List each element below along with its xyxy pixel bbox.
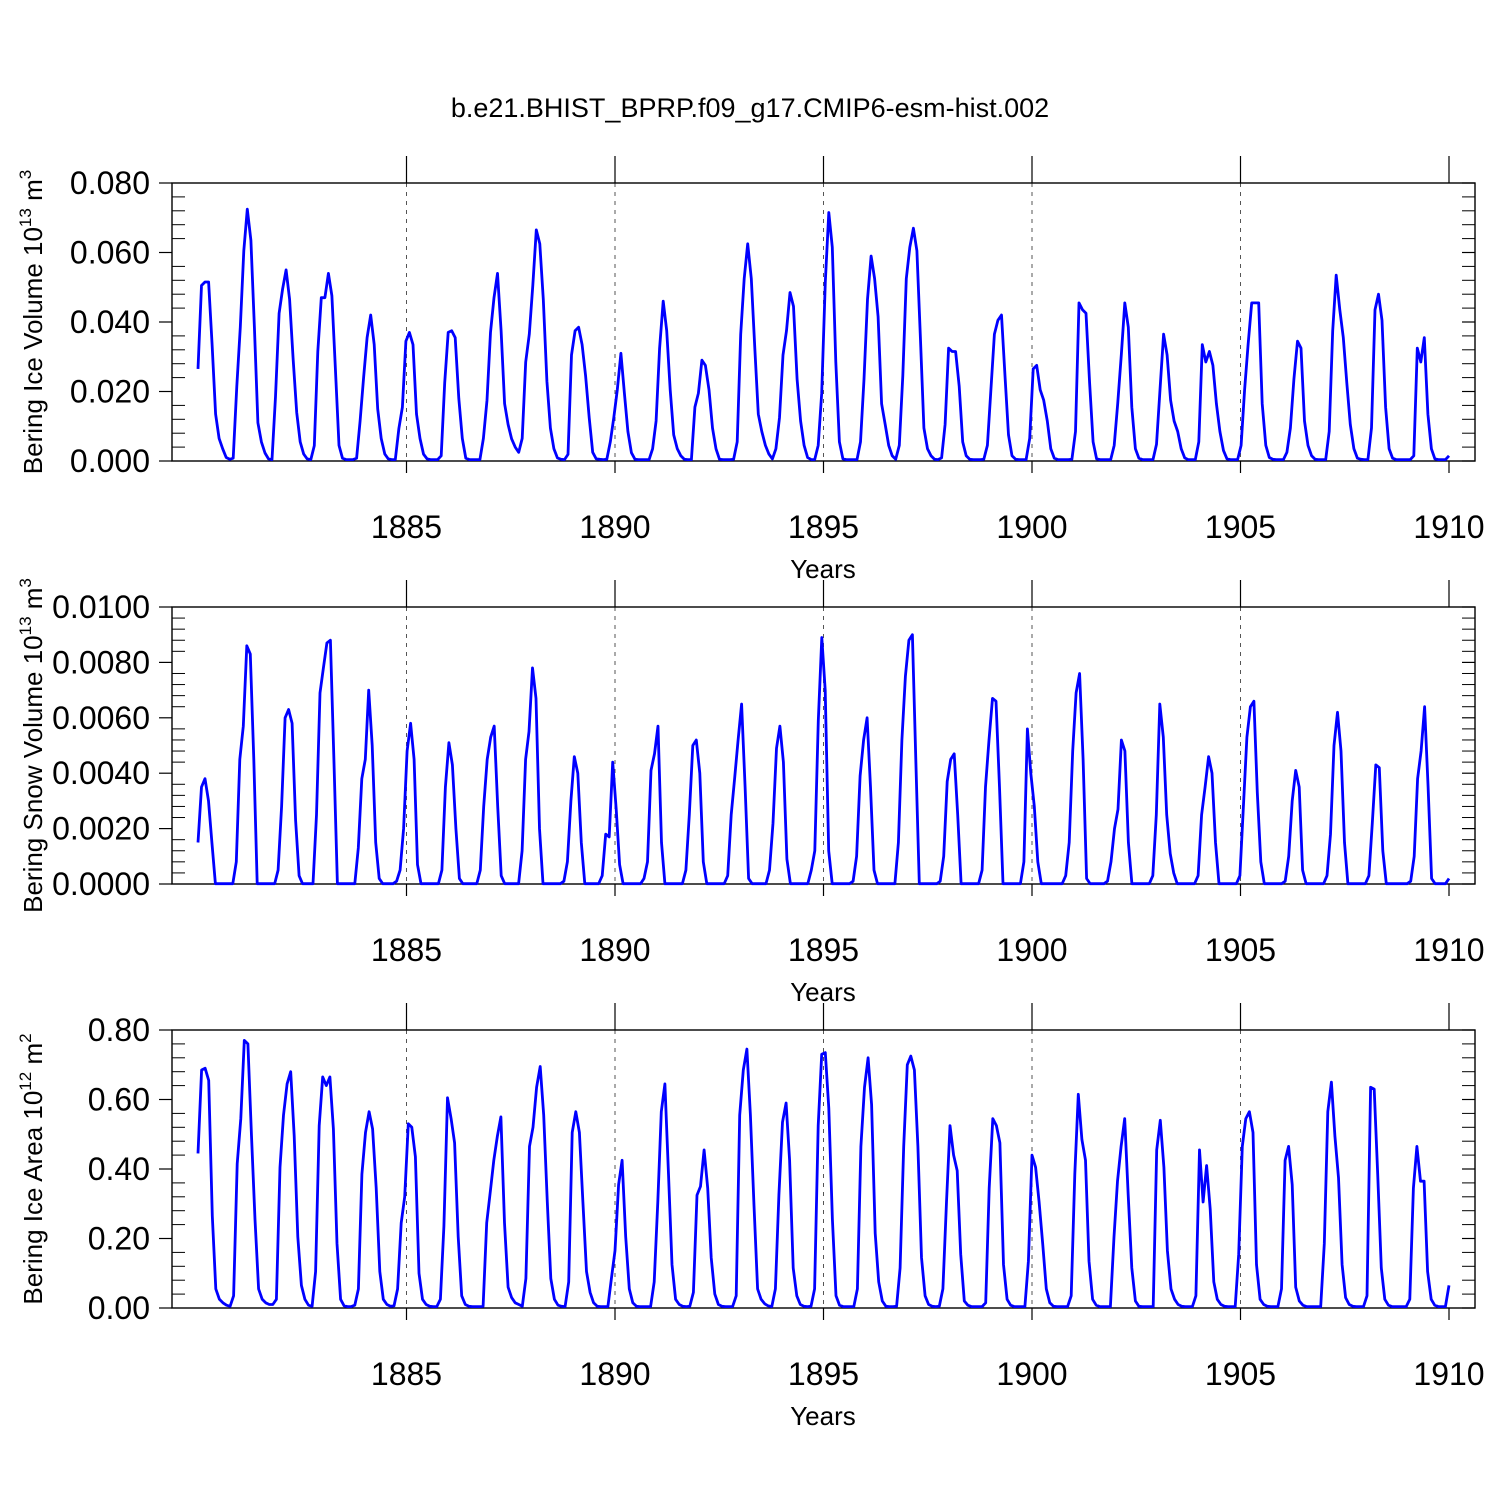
xtick-label: 1910 [1413,932,1484,968]
xtick-label: 1910 [1413,1356,1484,1392]
ytick-label: 0.0020 [52,811,150,847]
ytick-label: 0.0100 [52,589,150,625]
ytick-label: 0.80 [88,1012,150,1048]
series-line-snow-volume [196,633,1451,886]
x-axis-label: Years [790,977,856,1007]
x-axis-label: Years [790,554,856,584]
xtick-label: 1905 [1205,932,1276,968]
x-axis-label: Years [790,1401,856,1431]
y-axis-label: Bering Ice Area 1012 m2 [16,1033,48,1304]
xtick-label: 1885 [371,932,442,968]
ytick-label: 0.0000 [52,866,150,902]
series-line-ice-area [196,1039,1451,1308]
xtick-label: 1895 [788,1356,859,1392]
xtick-label: 1895 [788,932,859,968]
ytick-label: 0.000 [70,443,150,479]
ytick-label: 0.0060 [52,700,150,736]
panel-snow-volume: 0.0000 0.0020 0.0040 0.0060 0.0080 0.0100 1885… [16,578,1485,1007]
ytick-label: 0.080 [70,165,150,201]
xtick-label: 1910 [1413,509,1484,545]
ytick-label: 0.60 [88,1082,150,1118]
panels: 0.000 0.020 0.040 0.060 0.080 1885 1890 1895 190… [16,156,1485,1431]
figure-title: b.e21.BHIST_BPRP.f09_g17.CMIP6-esm-hist.… [451,93,1049,123]
xtick-label: 1890 [579,1356,650,1392]
xtick-label: 1900 [996,509,1067,545]
ytick-label: 0.060 [70,235,150,271]
ytick-label: 0.40 [88,1151,150,1187]
xtick-label: 1885 [371,509,442,545]
xtick-label: 1890 [579,509,650,545]
xtick-label: 1900 [996,932,1067,968]
y-axis-label: Bering Snow Volume 1013 m3 [16,578,48,913]
ytick-label: 0.20 [88,1221,150,1257]
xtick-label: 1885 [371,1356,442,1392]
ytick-label: 0.040 [70,304,150,340]
ytick-label: 0.020 [70,374,150,410]
xtick-label: 1905 [1205,1356,1276,1392]
xtick-label: 1890 [579,932,650,968]
series-line-ice-volume [196,207,1451,462]
panel-ice-volume: 0.000 0.020 0.040 0.060 0.080 1885 1890 1895 190… [16,156,1485,584]
ytick-label: 0.0040 [52,755,150,791]
y-axis-label: Bering Ice Volume 1013 m3 [16,170,48,474]
xtick-label: 1905 [1205,509,1276,545]
xtick-label: 1895 [788,509,859,545]
xtick-label: 1900 [996,1356,1067,1392]
ytick-label: 0.00 [88,1290,150,1326]
panel-ice-area: 0.00 0.20 0.40 0.60 0.80 1885 1890 1895 1900 1905… [16,1003,1485,1431]
ytick-label: 0.0080 [52,644,150,680]
